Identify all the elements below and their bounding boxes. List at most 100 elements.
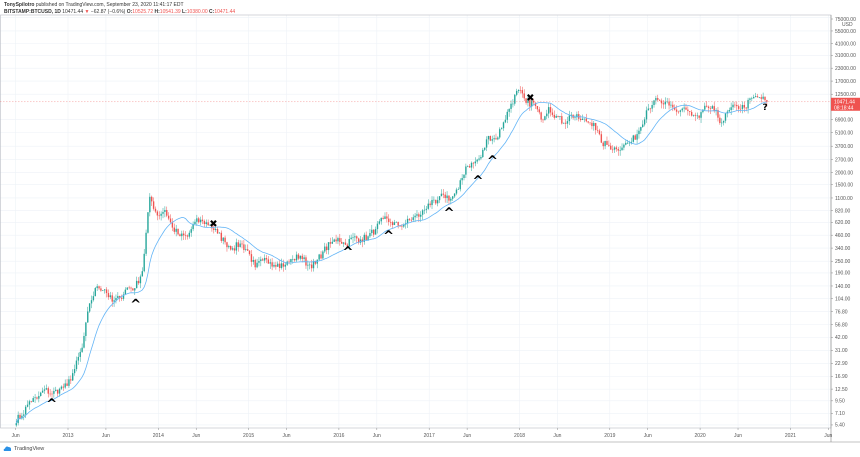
candle-body bbox=[237, 242, 239, 247]
candle-body bbox=[282, 263, 285, 267]
ohlc-line: BITSTAMP:BTCUSD, 1D 10471.44 ▼ −62.87 (−… bbox=[4, 9, 236, 15]
candle-body bbox=[700, 112, 702, 118]
candle-body bbox=[190, 229, 192, 233]
time-tick-label: 2016 bbox=[333, 433, 344, 439]
candle-body bbox=[474, 161, 476, 164]
candle-body bbox=[391, 222, 394, 226]
price-tick-label: 76.80 bbox=[835, 309, 848, 315]
candle-body bbox=[280, 263, 283, 268]
candle-body bbox=[660, 100, 663, 104]
candle-body bbox=[730, 107, 732, 111]
last-price: 10471.44 bbox=[62, 9, 84, 15]
candle-body bbox=[427, 203, 429, 209]
sell-marker: ✖ bbox=[209, 219, 217, 230]
candle-body bbox=[628, 142, 631, 144]
candle-body bbox=[320, 254, 322, 259]
candle-body bbox=[90, 300, 93, 304]
candle-body bbox=[544, 116, 546, 121]
candle-body bbox=[314, 260, 317, 264]
candle-body bbox=[467, 166, 469, 167]
candle-body bbox=[724, 113, 727, 121]
candle-body bbox=[198, 218, 200, 223]
candle-body bbox=[476, 159, 478, 162]
candle-body bbox=[49, 393, 51, 395]
candle-body bbox=[341, 241, 343, 244]
candle-body bbox=[737, 106, 740, 109]
candle-body bbox=[542, 119, 544, 121]
price-tick-label: 22.90 bbox=[835, 361, 848, 367]
candle-body bbox=[463, 174, 465, 178]
time-tick-label: Jun bbox=[463, 433, 471, 439]
candle-body bbox=[698, 115, 700, 118]
candle-body bbox=[600, 134, 603, 143]
candle-body bbox=[83, 336, 85, 348]
candle-body bbox=[218, 232, 221, 234]
sell-marker: ✖ bbox=[526, 93, 534, 104]
candle-body bbox=[446, 195, 448, 199]
candle-body bbox=[79, 351, 81, 357]
candle-body bbox=[262, 259, 264, 261]
candle-body bbox=[184, 235, 187, 236]
candle-body bbox=[293, 259, 296, 261]
candle-body bbox=[760, 97, 762, 99]
candle-body bbox=[107, 293, 110, 298]
candle-body bbox=[602, 142, 604, 147]
candle-body bbox=[500, 128, 503, 130]
candle-body bbox=[224, 237, 226, 243]
candle-body bbox=[626, 142, 629, 144]
candle-body bbox=[130, 287, 132, 289]
candle-body bbox=[514, 94, 516, 104]
candle-body bbox=[429, 203, 431, 206]
candle-body bbox=[222, 237, 224, 241]
candle-body bbox=[625, 142, 627, 145]
candle-body bbox=[670, 104, 672, 106]
candle-body bbox=[751, 98, 753, 99]
candle-body bbox=[72, 373, 74, 381]
candle-body bbox=[568, 115, 571, 122]
candle-body bbox=[608, 144, 610, 146]
candle-body bbox=[444, 194, 446, 199]
candle-body bbox=[147, 212, 149, 233]
time-tick-label: 2020 bbox=[695, 433, 706, 439]
candle-body bbox=[77, 356, 80, 361]
candle-body bbox=[119, 295, 121, 298]
candle-body bbox=[532, 100, 535, 103]
candle-body bbox=[704, 105, 706, 110]
candle-body bbox=[687, 109, 689, 112]
candle-body bbox=[239, 243, 241, 247]
candle-body bbox=[421, 210, 424, 215]
candle-body bbox=[515, 91, 518, 95]
candle-body bbox=[523, 93, 525, 99]
buy-marker: ^ bbox=[383, 229, 394, 244]
time-tick-label: 2013 bbox=[62, 433, 73, 439]
candle-body bbox=[399, 225, 401, 227]
candle-body bbox=[499, 129, 501, 138]
candle-body bbox=[182, 233, 185, 236]
candle-body bbox=[346, 244, 349, 247]
candle-body bbox=[739, 108, 742, 110]
candle-body bbox=[354, 236, 356, 238]
time-tick-label: Jun bbox=[824, 433, 832, 439]
candle-body bbox=[145, 232, 147, 254]
candle-body bbox=[87, 311, 89, 323]
candle-body bbox=[26, 404, 29, 407]
candle-body bbox=[664, 101, 666, 105]
candle-body bbox=[258, 261, 260, 263]
candle-body bbox=[487, 135, 490, 140]
candle-body bbox=[166, 209, 168, 216]
candle-body bbox=[310, 264, 313, 269]
candle-body bbox=[188, 232, 191, 237]
candle-body bbox=[158, 215, 160, 217]
candle-body bbox=[745, 107, 747, 109]
price-chart[interactable]: ^^✖^^^^^✖?75000.0055000.0041000.0031000.… bbox=[0, 0, 860, 445]
candle-body bbox=[508, 108, 510, 112]
buy-marker: ^ bbox=[444, 206, 455, 221]
candle-body bbox=[263, 257, 266, 261]
candle-body bbox=[58, 388, 61, 394]
candle-body bbox=[470, 162, 473, 168]
candle-body bbox=[361, 239, 364, 242]
published-text: published on TradingView.com, September … bbox=[35, 2, 184, 8]
candle-body bbox=[246, 249, 249, 251]
candle-body bbox=[34, 397, 36, 399]
candle-body bbox=[589, 122, 591, 124]
